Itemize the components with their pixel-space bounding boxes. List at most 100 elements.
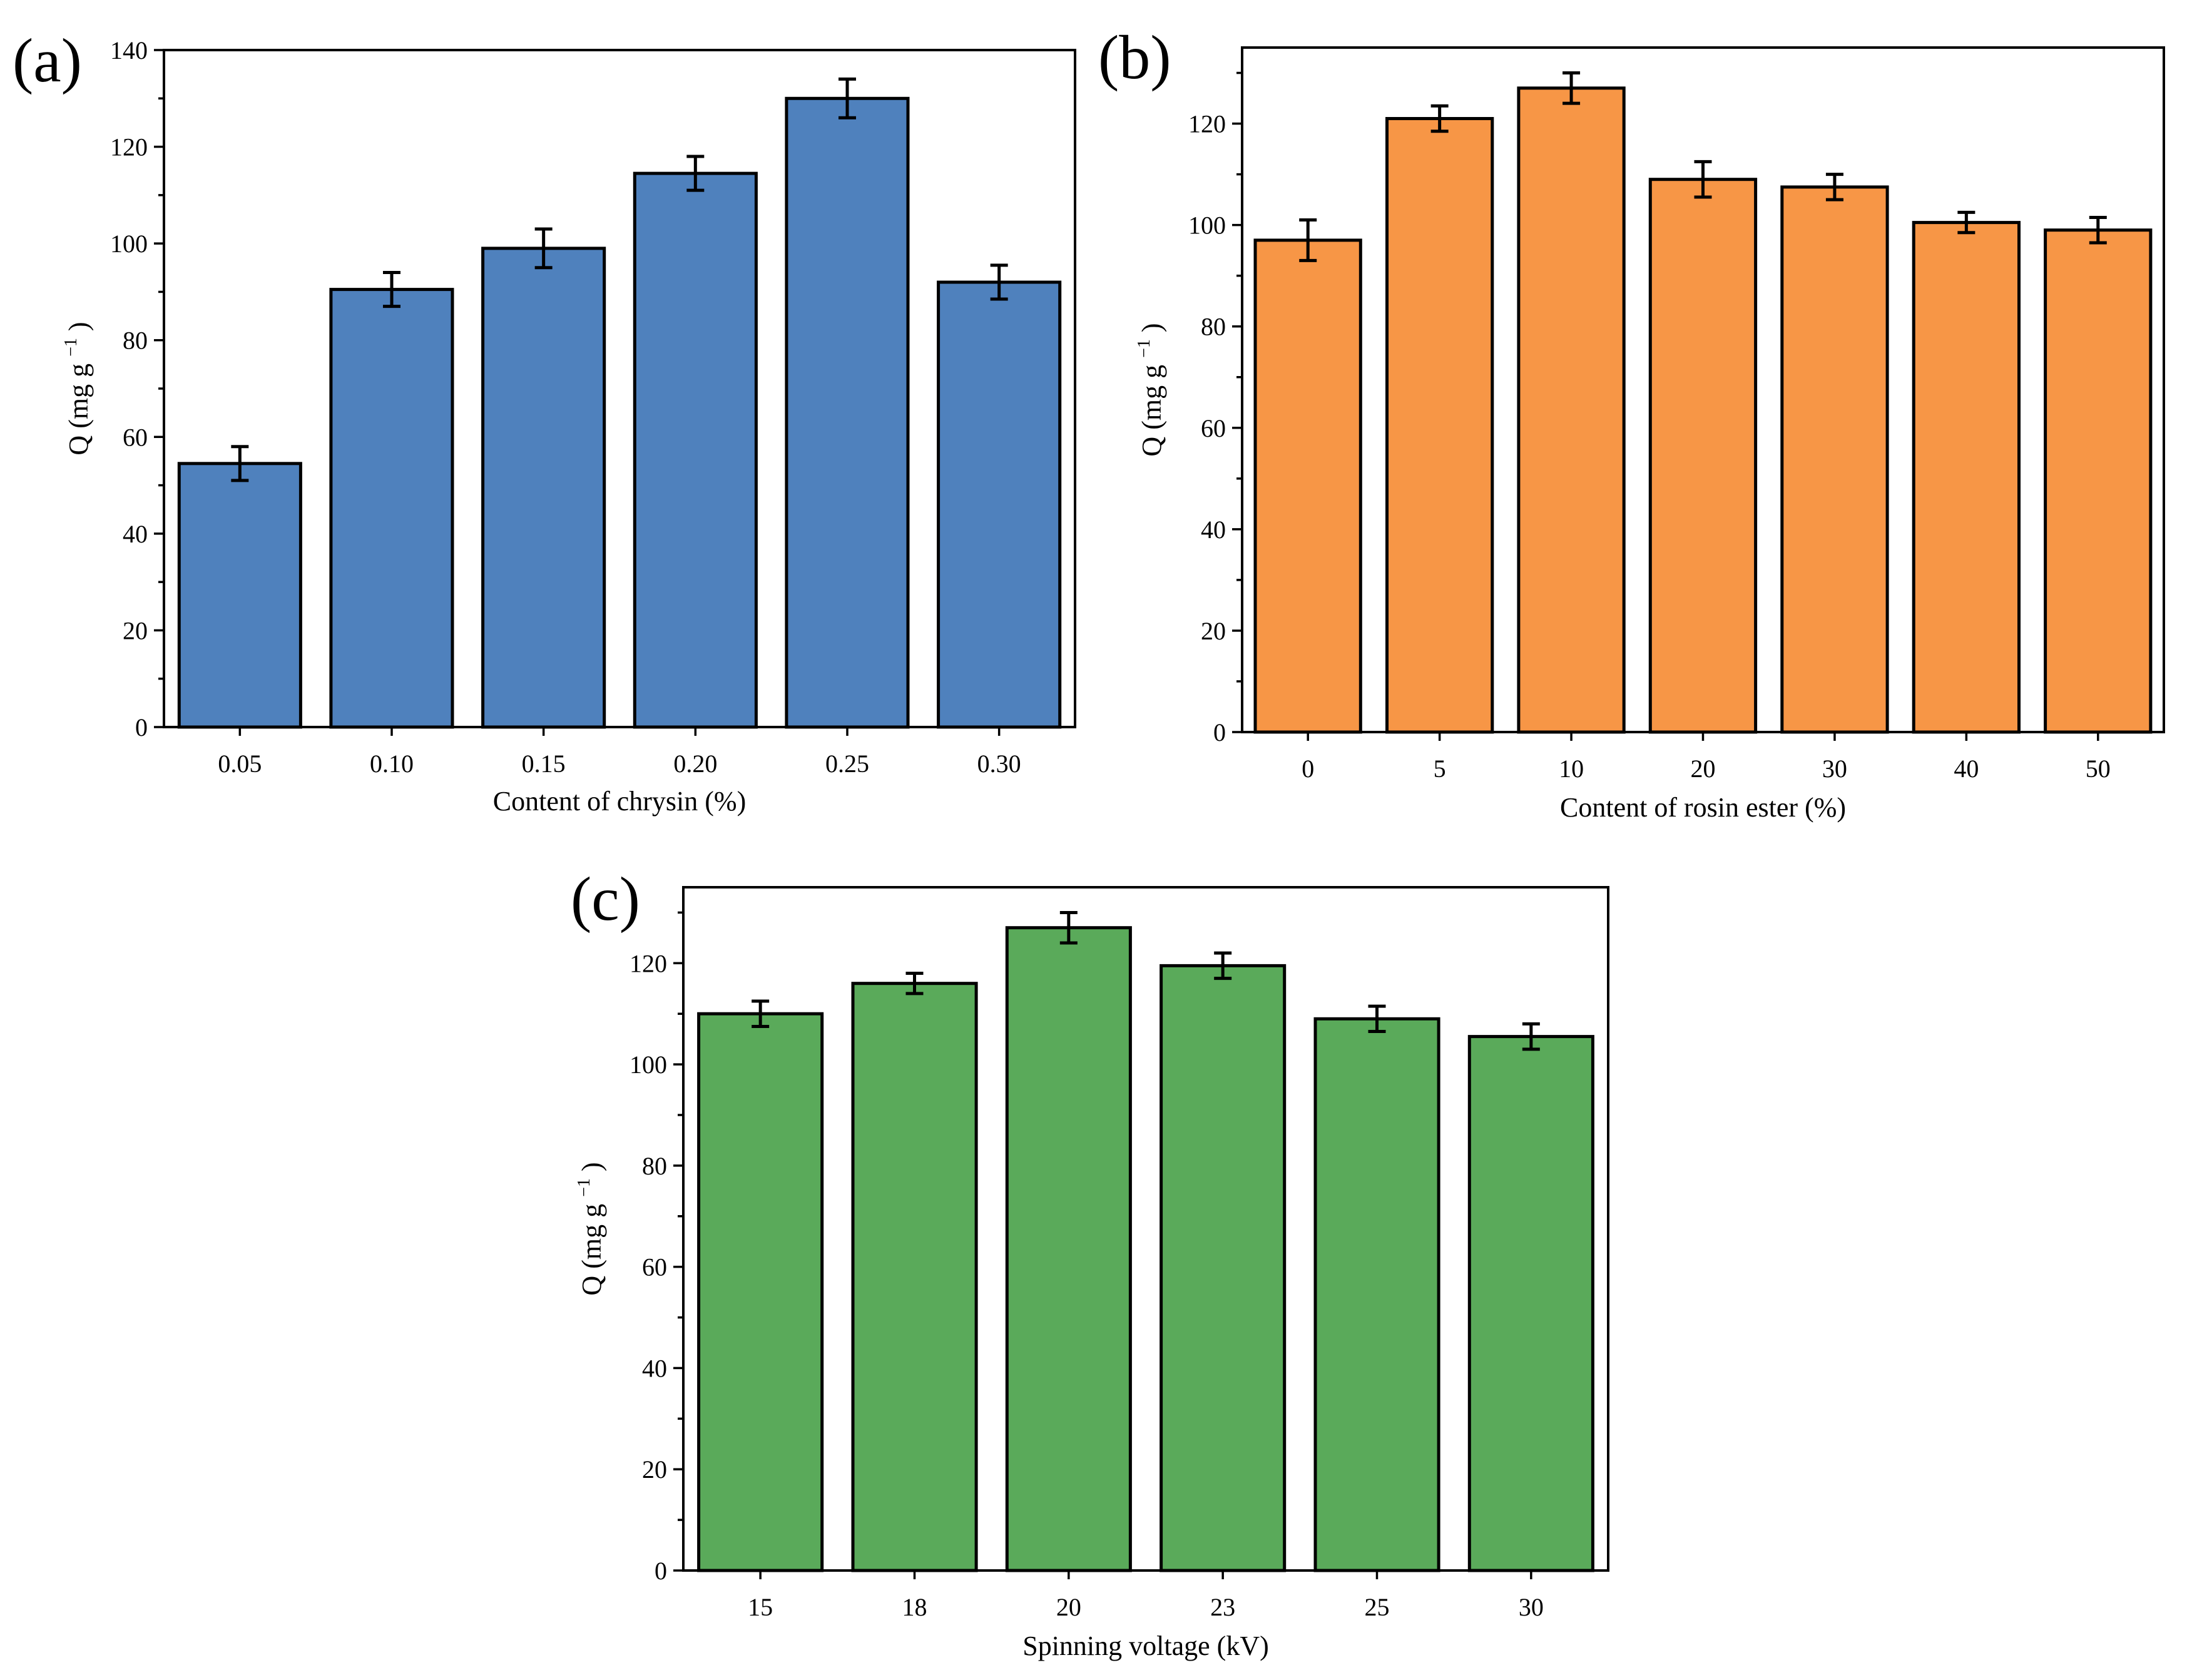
y-tick-label: 120 (630, 949, 667, 977)
y-tick-label: 100 (110, 230, 148, 258)
x-tick-label: 40 (1954, 755, 1979, 783)
y-tick-label: 80 (123, 327, 148, 355)
x-tick-label: 18 (902, 1593, 927, 1621)
error-bar (686, 155, 705, 192)
chart-panel-b: (b) 0 5 10 20 30 40 50 0 20 40 60 80 100 120 Content of… (1098, 23, 2165, 823)
error-bar (1694, 160, 1712, 199)
panel-label: (a) (13, 26, 82, 95)
y-tick-label: 40 (1201, 516, 1226, 544)
y-tick-label: 60 (642, 1253, 667, 1281)
bar (697, 1012, 824, 1572)
y-tick-label: 100 (1188, 211, 1226, 240)
x-tick-label: 0.05 (218, 750, 262, 778)
x-tick-label: 20 (1056, 1593, 1081, 1621)
y-tick-label: 140 (110, 36, 148, 64)
x-tick-label: 20 (1691, 755, 1716, 783)
bar (177, 462, 302, 729)
x-tick-label: 15 (748, 1593, 773, 1621)
y-tick-label: 40 (642, 1354, 667, 1382)
bar (1517, 86, 1626, 734)
y-axis-title: Q (mg g −1 ) (61, 322, 94, 455)
x-axis-title: Content of chrysin (%) (493, 786, 746, 817)
y-tick-label: 60 (123, 423, 148, 451)
plot-frame (163, 49, 1076, 728)
bar (1648, 178, 1758, 734)
bar (785, 96, 910, 729)
y-tick-label: 20 (1201, 617, 1226, 645)
x-tick-label: 0.25 (825, 750, 869, 778)
panel-label: (b) (1098, 23, 1171, 92)
y-tick-label: 80 (1201, 313, 1226, 341)
bar (2044, 228, 2153, 734)
y-tick-label: 120 (110, 133, 148, 161)
y-tick-label: 20 (642, 1455, 667, 1484)
y-tick-label: 40 (123, 520, 148, 548)
y-axis-title-superscript: −1 (574, 1178, 594, 1197)
error-bar (1214, 951, 1232, 980)
y-tick-label: 20 (123, 616, 148, 644)
bar (1385, 117, 1494, 734)
x-tick-label: 0.10 (370, 750, 414, 778)
bar (329, 288, 454, 729)
error-bar (1059, 910, 1078, 945)
bar (633, 171, 758, 729)
y-axis-title-suffix: ) (576, 1162, 607, 1178)
x-tick-label: 10 (1559, 755, 1584, 783)
x-tick-label: 25 (1365, 1593, 1390, 1621)
bar (851, 982, 978, 1572)
error-bar (1957, 210, 1975, 235)
error-bar (990, 263, 1008, 301)
x-tick-label: 30 (1822, 755, 1847, 783)
x-tick-label: 23 (1210, 1593, 1235, 1621)
y-axis-title: Q (mg g −1 ) (1134, 323, 1167, 456)
bar (1253, 238, 1362, 734)
error-bar (383, 271, 400, 308)
x-tick-label: 50 (2086, 755, 2111, 783)
y-tick-label: 100 (630, 1051, 667, 1079)
y-tick-label: 120 (1188, 110, 1226, 138)
y-axis-title-superscript: −1 (61, 338, 81, 357)
y-tick-label: 0 (655, 1557, 667, 1585)
bar (1005, 926, 1132, 1572)
error-bar (1299, 218, 1317, 262)
error-bar (752, 999, 770, 1028)
bar (1313, 1017, 1440, 1572)
y-axis-title-main: Q (mg g (63, 357, 94, 456)
x-tick-label: 0.15 (522, 750, 566, 778)
bar (1780, 185, 1889, 734)
y-tick-label: 0 (135, 713, 148, 741)
y-tick-label: 60 (1201, 414, 1226, 442)
y-axis-title: Q (mg g −1 ) (574, 1162, 607, 1295)
plot-frame (1241, 46, 2165, 733)
bar (481, 247, 606, 729)
y-axis-title-main: Q (mg g (576, 1197, 607, 1296)
error-bar (905, 972, 924, 995)
y-axis-title-main: Q (mg g (1136, 358, 1167, 457)
y-tick-label: 0 (1213, 718, 1226, 746)
x-tick-label: 0.30 (977, 750, 1021, 778)
x-tick-label: 0.20 (673, 750, 717, 778)
error-bar (534, 227, 553, 270)
error-bar (839, 77, 856, 120)
bar (1912, 221, 2021, 734)
chart-panel-a: (a) 0.05 0.10 0.15 0.20 0.25 0.30 0 20 40 60 80 100 1… (13, 26, 1076, 817)
plot-frame (682, 886, 1609, 1572)
y-axis-title-superscript: −1 (1134, 339, 1154, 358)
x-tick-label: 30 (1519, 1593, 1544, 1621)
error-bar (1563, 71, 1581, 105)
x-tick-label: 5 (1434, 755, 1446, 783)
error-bar (1430, 104, 1449, 133)
y-axis-title-suffix: ) (63, 322, 94, 338)
error-bar (1522, 1022, 1540, 1051)
error-bar (231, 445, 249, 482)
x-axis-title: Spinning voltage (kV) (1022, 1631, 1269, 1661)
y-axis-title-suffix: ) (1136, 323, 1167, 339)
bar (937, 280, 1062, 729)
error-bar (1368, 1004, 1386, 1034)
error-bar (2089, 215, 2107, 245)
bar (1160, 964, 1287, 1572)
panel-label: (c) (571, 864, 640, 934)
y-tick-label: 80 (642, 1152, 667, 1180)
x-axis-title: Content of rosin ester (%) (1560, 792, 1846, 823)
